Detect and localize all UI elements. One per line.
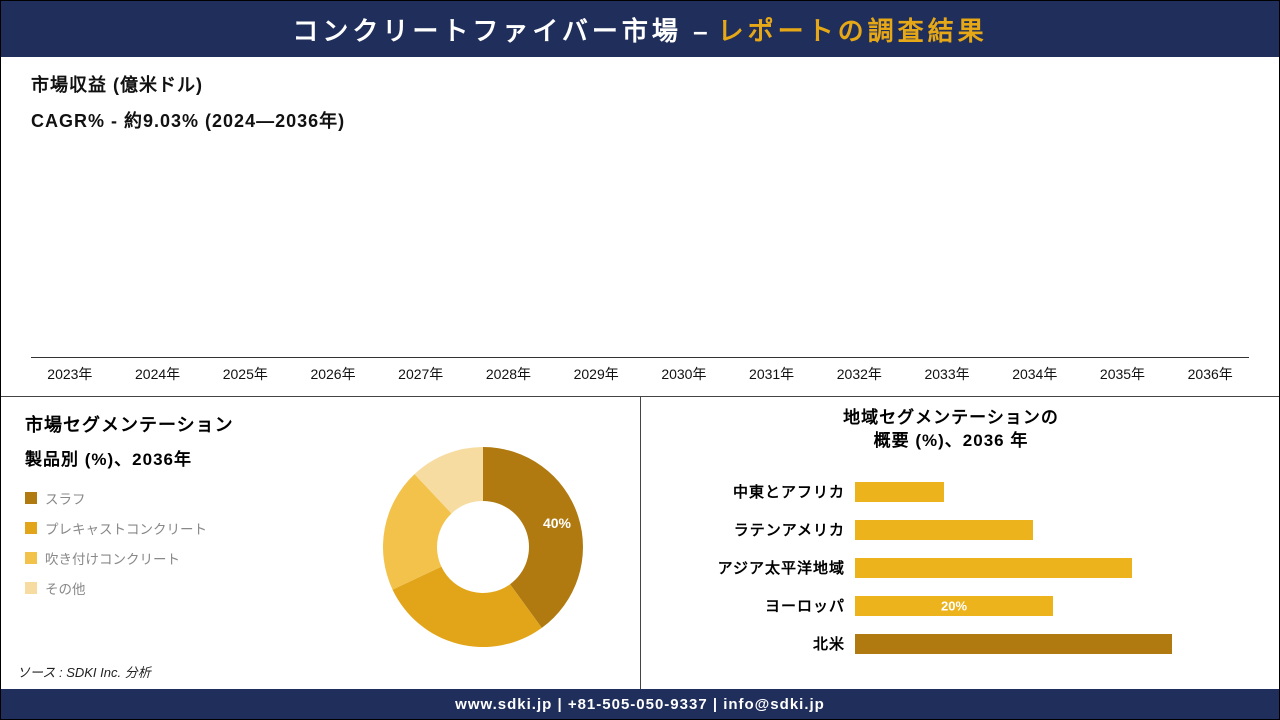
source-text: SDKI Inc. 分析 xyxy=(66,665,151,680)
revenue-section: 市場収益 (億米ドル) CAGR% - 約9.03% (2024—2036年) … xyxy=(1,57,1279,397)
footer-text: www.sdki.jp | +81-505-050-9337 | info@sd… xyxy=(455,696,825,713)
revenue-xlabel: 2035年 xyxy=(1084,364,1162,384)
page-header: コンクリートファイバー市場 – レポートの調査結果 xyxy=(1,1,1279,57)
revenue-xlabel: 2029年 xyxy=(557,364,635,384)
region-title: 地域セグメンテーションの 概要 (%)、2036 年 xyxy=(651,407,1251,453)
segmentation-panel: 市場セグメンテーション 製品別 (%)、2036年 スラフプレキャストコンクリー… xyxy=(1,397,641,689)
legend-swatch xyxy=(25,582,37,594)
title-pre: コンクリートファイバー市場 – xyxy=(292,11,711,48)
revenue-bar-value: 35 xyxy=(40,332,101,349)
region-label: 北米 xyxy=(655,633,855,654)
page-root: コンクリートファイバー市場 – レポートの調査結果 市場収益 (億米ドル) CA… xyxy=(0,0,1280,720)
revenue-xlabel: 2033年 xyxy=(908,364,986,384)
page-footer: www.sdki.jp | +81-505-050-9337 | info@sd… xyxy=(1,689,1279,719)
region-row: 中東とアフリカ xyxy=(655,475,1251,509)
region-label: 中東とアフリカ xyxy=(655,481,855,502)
legend-swatch xyxy=(25,522,37,534)
legend-swatch xyxy=(25,492,37,504)
revenue-chart: 35 99 2023年 2024年 2025年 2026年 2027年 2028年 2029年… xyxy=(31,108,1249,388)
segmentation-legend: スラフプレキャストコンクリート吹き付けコンクリートその他 xyxy=(25,488,350,598)
revenue-xlabel: 2024年 xyxy=(119,364,197,384)
donut-slice-label: 40% xyxy=(543,515,571,531)
bottom-section: 市場セグメンテーション 製品別 (%)、2036年 スラフプレキャストコンクリー… xyxy=(1,397,1279,689)
region-track xyxy=(855,558,1251,578)
region-row: 北米 xyxy=(655,627,1251,661)
region-title-1: 地域セグメンテーションの xyxy=(843,408,1059,427)
segmentation-text: 市場セグメンテーション 製品別 (%)、2036年 スラフプレキャストコンクリー… xyxy=(25,411,350,683)
region-track xyxy=(855,520,1251,540)
region-bar xyxy=(855,558,1132,578)
revenue-xlabel: 2031年 xyxy=(733,364,811,384)
revenue-xlabel: 2026年 xyxy=(294,364,372,384)
region-bar-value: 20% xyxy=(941,598,967,613)
legend-item: プレキャストコンクリート xyxy=(25,518,350,538)
region-row: ラテンアメリカ xyxy=(655,513,1251,547)
source-prefix: ソース : xyxy=(17,665,63,680)
source-line: ソース : SDKI Inc. 分析 xyxy=(17,662,151,681)
legend-label: プレキャストコンクリート xyxy=(45,518,207,538)
revenue-xlabel: 2030年 xyxy=(645,364,723,384)
region-row: アジア太平洋地域 xyxy=(655,551,1251,585)
region-bar xyxy=(855,482,944,502)
legend-label: スラフ xyxy=(45,488,86,508)
revenue-xlabel: 2028年 xyxy=(470,364,548,384)
region-title-2: 概要 (%)、2036 年 xyxy=(874,431,1029,450)
region-bars: 中東とアフリカラテンアメリカアジア太平洋地域ヨーロッパ 20% 北米 xyxy=(651,453,1251,683)
donut-chart: 40% xyxy=(373,437,593,657)
revenue-xlabel: 2027年 xyxy=(382,364,460,384)
title-post: レポートの調査結果 xyxy=(718,11,988,48)
revenue-xlabel: 2025年 xyxy=(206,364,284,384)
segmentation-title-2: 製品別 (%)、2036年 xyxy=(25,445,350,470)
revenue-bar-value: 99 xyxy=(1180,332,1241,349)
legend-label: 吹き付けコンクリート xyxy=(45,548,180,568)
legend-swatch xyxy=(25,552,37,564)
legend-item: その他 xyxy=(25,578,350,598)
segmentation-title-1: 市場セグメンテーション xyxy=(25,411,350,437)
revenue-title-1: 市場収益 (億米ドル) xyxy=(31,71,1249,97)
region-track: 20% xyxy=(855,596,1251,616)
region-bar xyxy=(855,634,1172,654)
revenue-xlabels: 2023年 2024年 2025年 2026年 2027年 2028年 2029年 2030年… xyxy=(31,364,1249,384)
region-label: アジア太平洋地域 xyxy=(655,557,855,578)
revenue-xlabel: 2034年 xyxy=(996,364,1074,384)
legend-label: その他 xyxy=(45,578,86,598)
revenue-xlabel: 2032年 xyxy=(820,364,898,384)
legend-item: スラフ xyxy=(25,488,350,508)
legend-item: 吹き付けコンクリート xyxy=(25,548,350,568)
revenue-xlabel: 2023年 xyxy=(31,364,109,384)
revenue-bars: 35 99 xyxy=(31,108,1249,358)
region-bar xyxy=(855,520,1033,540)
region-label: ラテンアメリカ xyxy=(655,519,855,540)
region-track xyxy=(855,482,1251,502)
region-track xyxy=(855,634,1251,654)
donut-area: 40% xyxy=(350,411,616,683)
region-label: ヨーロッパ xyxy=(655,595,855,616)
region-panel: 地域セグメンテーションの 概要 (%)、2036 年 中東とアフリカラテンアメリ… xyxy=(641,397,1279,689)
revenue-xlabel: 2036年 xyxy=(1171,364,1249,384)
donut-svg xyxy=(373,437,593,657)
region-row: ヨーロッパ 20% xyxy=(655,589,1251,623)
